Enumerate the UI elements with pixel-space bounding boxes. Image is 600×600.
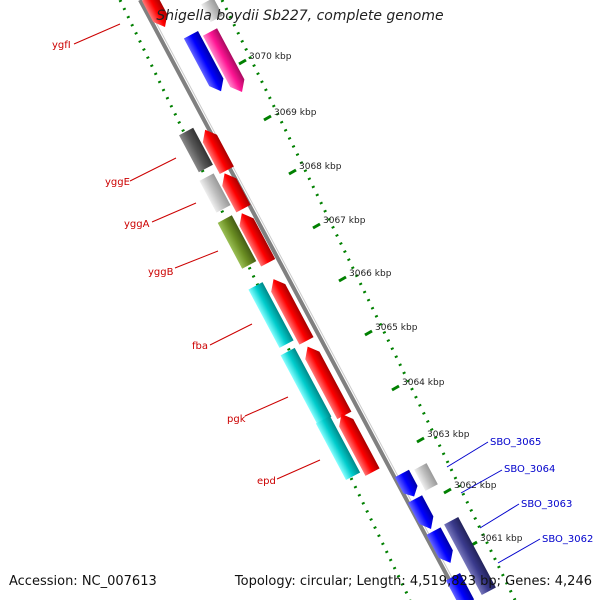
gene-block-navy [444, 516, 496, 596]
gene-label-SBO_3065: SBO_3065 [490, 437, 541, 448]
ruler-tick [364, 329, 373, 337]
gene-label-fba: fba [192, 341, 208, 352]
gene-block-lightgray [199, 173, 231, 213]
ruler-ticks [238, 58, 478, 548]
gene-block-pink [202, 28, 245, 93]
ruler-tick-label: 3068 kbp [299, 162, 342, 172]
backbone-line [138, 0, 462, 600]
gene-block-red [202, 129, 234, 175]
topology-text: Topology: circular; Length: 4,519,823 bp… [234, 574, 592, 589]
backbone-line-shadow [143, 0, 465, 600]
gene-block-cyan [248, 282, 294, 348]
right-dotted-track [220, 0, 517, 600]
ruler-tick-label: 3065 kbp [375, 323, 418, 333]
ruler-tick-label: 3062 kbp [454, 481, 497, 491]
gene-block-red [141, 0, 168, 28]
ruler-labels: 3070 kbp 3069 kbp 3068 kbp 3067 kbp 3066 kbp… [249, 52, 523, 544]
gene-block-lightgray [414, 463, 438, 491]
gene-label-SBO_3063: SBO_3063 [521, 499, 572, 510]
gene-block-cyan [315, 415, 361, 481]
ruler-tick [391, 384, 400, 392]
ruler-tick [443, 487, 452, 495]
ruler-tick [338, 275, 347, 283]
gene-block-darkgray [179, 127, 213, 173]
ruler-tick [312, 222, 321, 230]
gene-label-epd: epd [257, 476, 276, 487]
gene-block-olive [217, 215, 257, 269]
accession-text: Accession: NC_007613 [9, 574, 157, 589]
right-gene-labels: SBO_3065 SBO_3064 SBO_3063 SBO_3062 [490, 437, 593, 545]
ruler-tick [288, 168, 297, 176]
gene-label-pgk: pgk [227, 414, 246, 425]
gene-block-red [339, 413, 380, 476]
ruler-tick [416, 436, 425, 444]
gene-block-red [271, 279, 314, 345]
gene-label-ygfI: ygfI [52, 40, 71, 51]
gene-label-SBO_3062: SBO_3062 [542, 534, 593, 545]
ruler-tick-label: 3064 kbp [402, 378, 445, 388]
ruler-tick-label: 3067 kbp [323, 216, 366, 226]
gene-block-blue [183, 30, 224, 92]
gene-block-lightgray [201, 0, 223, 23]
ruler-tick-label: 3066 kbp [349, 269, 392, 279]
gene-label-SBO_3064: SBO_3064 [504, 464, 555, 475]
genome-title: Shigella boydii Sb227, complete genome [156, 8, 444, 24]
ruler-tick [238, 58, 247, 66]
gene-block-blue [394, 469, 418, 497]
right-leaders [446, 441, 541, 564]
ruler-tick-label: 3069 kbp [274, 108, 317, 118]
gene-block-red [239, 213, 276, 267]
ruler-tick [263, 114, 272, 122]
ruler-tick-label: 3063 kbp [427, 430, 470, 440]
ruler-tick-label: 3070 kbp [249, 52, 292, 62]
ruler-tick-label: 3061 kbp [480, 534, 523, 544]
gene-features [141, 0, 496, 600]
left-leaders [73, 23, 321, 480]
gene-label-yggB: yggB [148, 267, 174, 278]
gene-block-blue [426, 527, 453, 563]
gene-block-cyan [280, 347, 332, 425]
gene-label-yggE: yggE [105, 177, 130, 188]
gene-block-blue [445, 573, 475, 600]
gene-label-yggA: yggA [124, 219, 150, 230]
gene-block-blue [407, 495, 434, 530]
gene-block-red [305, 346, 352, 420]
left-gene-labels: ygfI yggE yggA yggB fba pgk epd [52, 40, 276, 487]
gene-block-red [222, 173, 251, 213]
